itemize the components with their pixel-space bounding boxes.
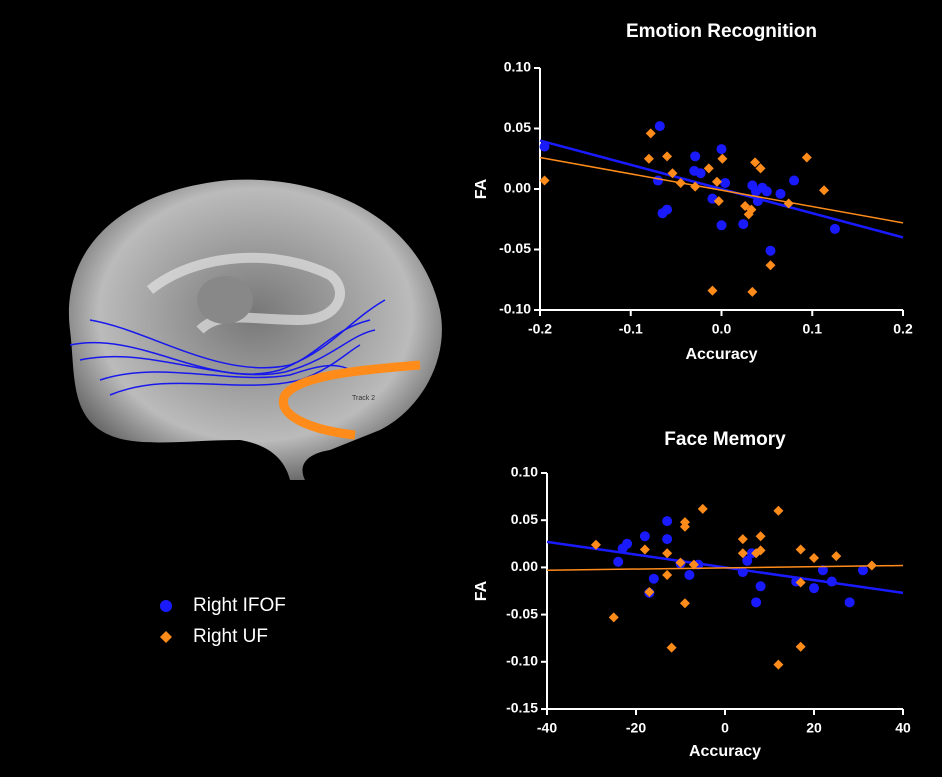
y-tick-label: -0.05 bbox=[506, 605, 538, 621]
point bbox=[662, 548, 672, 558]
point bbox=[773, 660, 783, 670]
point bbox=[662, 151, 672, 161]
point bbox=[655, 121, 665, 131]
legend: Right IFOF Right UF bbox=[160, 595, 286, 647]
point bbox=[766, 246, 776, 256]
y-tick-label: 0.00 bbox=[511, 558, 538, 574]
y-tick-label: -0.10 bbox=[506, 653, 538, 669]
x-tick-label: 20 bbox=[806, 720, 822, 736]
x-axis-label: Accuracy bbox=[685, 346, 757, 363]
chart-title: Face Memory bbox=[664, 429, 786, 450]
point bbox=[717, 154, 727, 164]
point bbox=[662, 516, 672, 526]
point bbox=[756, 581, 766, 591]
y-tick-label: 0.10 bbox=[511, 464, 538, 480]
x-tick-label: -40 bbox=[537, 720, 557, 736]
point bbox=[653, 176, 663, 186]
x-tick-label: 40 bbox=[895, 720, 911, 736]
point bbox=[680, 598, 690, 608]
point bbox=[662, 534, 672, 544]
x-tick-label: -0.1 bbox=[619, 321, 643, 337]
point bbox=[696, 168, 706, 178]
point bbox=[690, 151, 700, 161]
x-tick-label: -0.2 bbox=[528, 321, 552, 337]
brain-image: Track 2 bbox=[69, 180, 442, 480]
point bbox=[684, 570, 694, 580]
chart-title: Emotion Recognition bbox=[626, 21, 817, 42]
point bbox=[609, 612, 619, 622]
point bbox=[649, 574, 659, 584]
point bbox=[766, 260, 776, 270]
y-tick-label: -0.15 bbox=[506, 700, 538, 716]
point bbox=[662, 205, 672, 215]
point bbox=[640, 544, 650, 554]
point bbox=[831, 551, 841, 561]
point bbox=[845, 597, 855, 607]
point bbox=[698, 504, 708, 514]
point bbox=[662, 570, 672, 580]
point bbox=[789, 176, 799, 186]
point bbox=[751, 597, 761, 607]
point bbox=[738, 219, 748, 229]
point bbox=[717, 220, 727, 230]
point bbox=[809, 553, 819, 563]
point bbox=[613, 557, 623, 567]
y-tick-label: -0.10 bbox=[499, 301, 531, 317]
image-label: Track 2 bbox=[352, 395, 375, 402]
point bbox=[712, 177, 722, 187]
point bbox=[644, 154, 654, 164]
point bbox=[717, 144, 727, 154]
point bbox=[819, 185, 829, 195]
point bbox=[775, 189, 785, 199]
y-tick-label: 0.05 bbox=[504, 119, 531, 135]
y-tick-label: 0.00 bbox=[504, 180, 531, 196]
point bbox=[622, 539, 632, 549]
point bbox=[640, 531, 650, 541]
point bbox=[540, 176, 550, 186]
legend-marker bbox=[160, 631, 172, 643]
y-axis-label: FA bbox=[473, 580, 490, 601]
point bbox=[773, 506, 783, 516]
point bbox=[667, 643, 677, 653]
point bbox=[707, 286, 717, 296]
point bbox=[830, 224, 840, 234]
point bbox=[646, 128, 656, 138]
point bbox=[747, 287, 757, 297]
fit-line bbox=[540, 158, 903, 223]
point bbox=[756, 531, 766, 541]
legend-label: Right IFOF bbox=[193, 595, 286, 616]
point bbox=[796, 642, 806, 652]
x-tick-label: 0.1 bbox=[803, 321, 823, 337]
legend-label: Right UF bbox=[193, 626, 268, 647]
y-tick-label: 0.10 bbox=[504, 59, 531, 75]
point bbox=[796, 544, 806, 554]
point bbox=[720, 178, 730, 188]
point bbox=[809, 583, 819, 593]
y-tick-label: -0.05 bbox=[499, 240, 531, 256]
figure: Track 2 Right IFOF Right UF Emotion Reco… bbox=[0, 0, 942, 777]
point bbox=[738, 534, 748, 544]
x-tick-label: 0.2 bbox=[893, 321, 913, 337]
x-tick-label: -20 bbox=[626, 720, 646, 736]
x-tick-label: 0.0 bbox=[712, 321, 732, 337]
legend-marker bbox=[160, 600, 172, 612]
y-tick-label: 0.05 bbox=[511, 511, 538, 527]
y-axis-label: FA bbox=[473, 178, 490, 199]
x-axis-label: Accuracy bbox=[689, 743, 761, 760]
point bbox=[802, 153, 812, 163]
x-tick-label: 0 bbox=[721, 720, 729, 736]
point bbox=[762, 186, 772, 196]
